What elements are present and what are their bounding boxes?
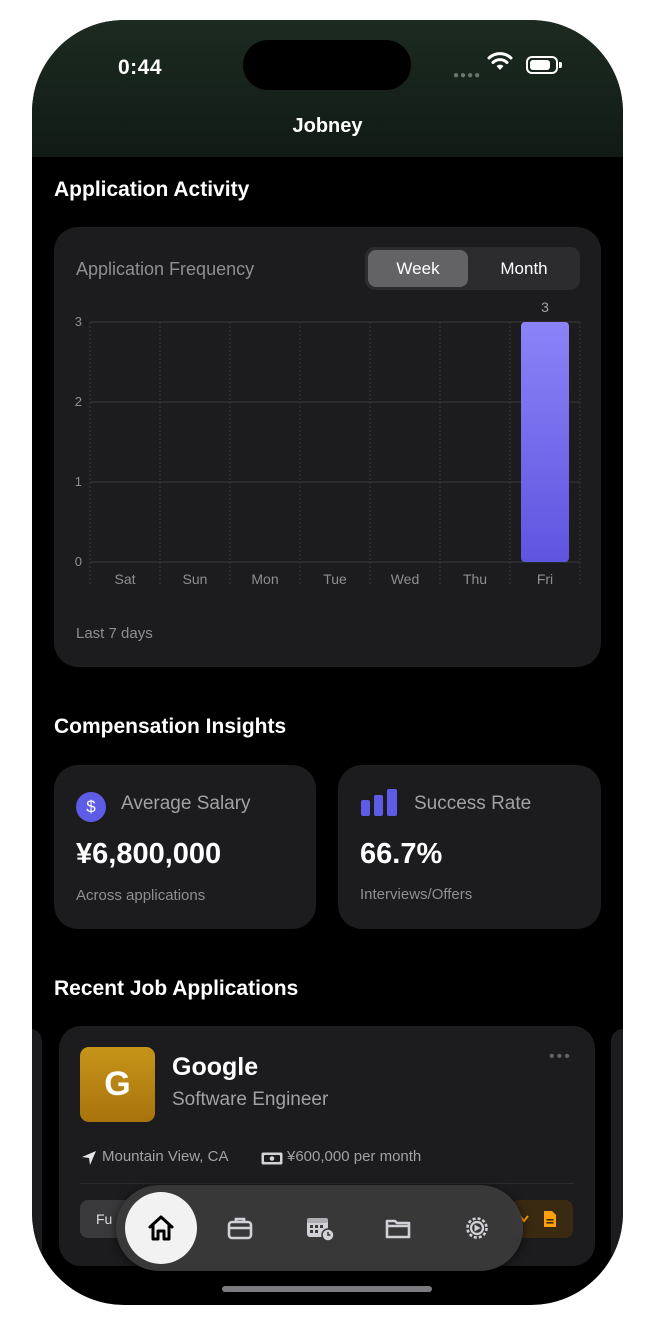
recent-section-title: Recent Job Applications [54,977,299,1000]
success-rate-subtitle: Interviews/Offers [360,886,473,903]
y-tick-label: 0 [75,554,82,569]
chart-footnote: Last 7 days [76,625,153,642]
job-salary: ¥600,000 per month [287,1148,422,1165]
previous-job-card[interactable] [32,1029,42,1263]
x-tick-label: Wed [391,571,420,587]
battery-tip [559,62,562,68]
segment-month[interactable]: Month [500,259,548,278]
segment-week[interactable]: Week [368,250,468,287]
success-rate-card: Success Rate 66.7% Interviews/Offers [338,765,601,929]
average-salary-label: Average Salary [121,793,251,814]
card-divider [80,1183,574,1184]
wifi-icon [487,52,513,70]
frequency-bar-chart: 0 1 2 3 Sat Sun Mon Tue Wed Thu 3 Fri [75,299,581,587]
home-icon [148,1215,174,1241]
activity-section-title: Application Activity [54,178,250,201]
success-rate-value: 66.7% [360,838,443,870]
bar-fri [521,322,569,562]
average-salary-card: $ Average Salary ¥6,800,000 Across appli… [54,765,316,929]
y-tick-label: 1 [75,474,82,489]
x-tick-label: Tue [323,571,347,587]
tab-bar [116,1185,523,1271]
dollar-icon: $ [76,792,106,822]
x-tick-label: Mon [251,571,278,587]
x-tick-label: Fri [537,571,553,587]
x-tick-label: Thu [463,571,487,587]
tab-jobs[interactable] [204,1192,276,1264]
x-tick-label: Sun [183,571,208,587]
company-name: Google [172,1053,259,1081]
company-logo: G [80,1047,155,1122]
folder-icon [385,1219,411,1239]
success-rate-label: Success Rate [414,793,532,814]
calendar-icon [307,1218,335,1242]
x-tick-label: Sat [114,571,135,587]
tab-home[interactable] [125,1192,197,1264]
average-salary-value: ¥6,800,000 [76,838,222,870]
compensation-section-title: Compensation Insights [54,715,287,738]
app-title: Jobney [292,115,363,137]
battery-icon [526,56,558,74]
chart-title: Application Frequency [76,259,255,279]
tab-settings[interactable] [441,1192,513,1264]
period-segmented-control: Week Month [365,247,580,290]
application-frequency-card: Application Frequency Week Month 0 1 2 3 Sat… [54,227,601,667]
home-indicator [222,1286,432,1292]
document-icon [544,1211,556,1227]
cellular-signal-icon: ●●●● [453,70,482,81]
more-options-icon[interactable]: ••• [549,1048,572,1065]
job-title: Software Engineer [172,1089,329,1110]
tab-documents[interactable] [362,1192,434,1264]
next-job-card[interactable] [611,1029,623,1263]
y-tick-label: 3 [75,314,82,329]
bar-chart-icon [361,789,397,816]
settings-icon [466,1217,488,1239]
y-tick-label: 2 [75,394,82,409]
phone-screen: 0:44 ●●●● Jobney Application Activity Ap… [32,20,623,1305]
banknote-icon [261,1152,283,1165]
location-arrow-icon [82,1151,96,1165]
briefcase-icon [227,1217,253,1240]
average-salary-subtitle: Across applications [76,887,206,904]
dynamic-island [243,40,411,90]
navigation-header: 0:44 ●●●● Jobney [32,20,623,157]
job-location: Mountain View, CA [102,1148,229,1165]
status-time: 0:44 [118,56,163,79]
tab-calendar[interactable] [283,1192,355,1264]
bar-value-label: 3 [541,299,549,315]
